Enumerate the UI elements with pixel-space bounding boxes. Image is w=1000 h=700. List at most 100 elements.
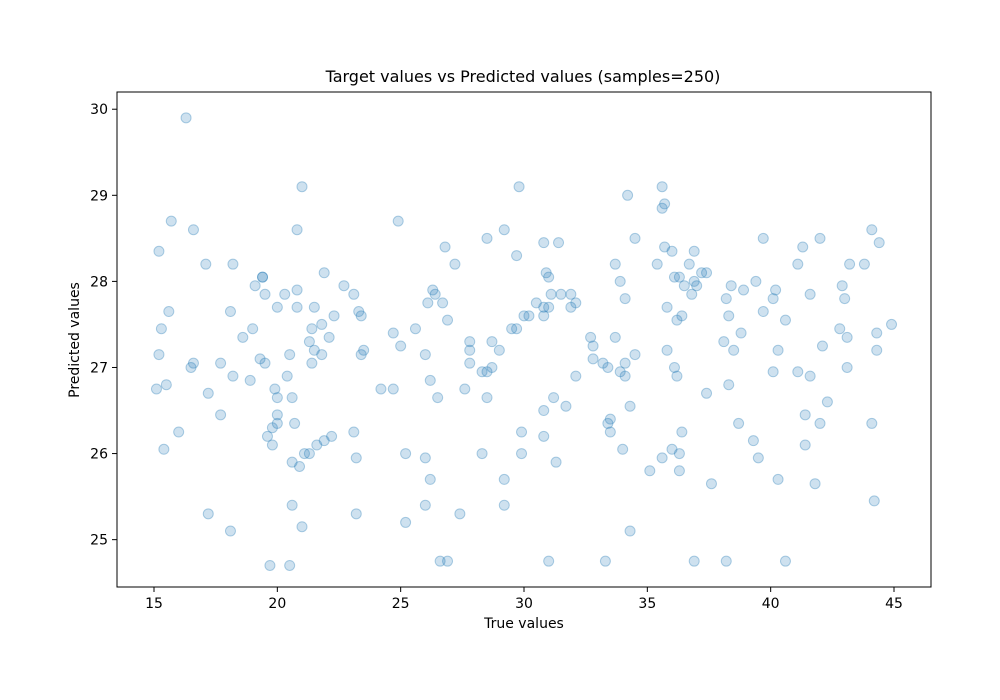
- data-point: [185, 361, 197, 373]
- data-point: [735, 327, 747, 339]
- data-point: [215, 357, 227, 369]
- data-point: [481, 232, 493, 244]
- y-axis: 25 26 27 28 29 30: [90, 102, 117, 549]
- data-point: [476, 448, 488, 460]
- data-point: [666, 443, 678, 455]
- y-axis-label: Predicted values: [67, 282, 83, 398]
- data-point: [779, 555, 791, 567]
- data-point: [757, 232, 769, 244]
- data-point: [540, 267, 552, 279]
- data-point: [271, 392, 283, 404]
- data-point: [266, 439, 278, 451]
- data-point: [163, 306, 175, 318]
- data-point: [296, 521, 308, 533]
- data-point: [422, 297, 434, 309]
- data-point: [294, 460, 306, 472]
- data-point: [792, 258, 804, 270]
- data-point: [289, 417, 301, 429]
- data-point: [804, 370, 816, 382]
- data-point: [387, 383, 399, 395]
- data-point: [432, 392, 444, 404]
- data-point: [688, 555, 700, 567]
- data-point: [545, 288, 557, 300]
- data-point: [259, 288, 271, 300]
- data-point: [392, 215, 404, 227]
- data-point: [271, 417, 283, 429]
- data-point: [316, 318, 328, 330]
- data-point: [318, 267, 330, 279]
- data-point: [259, 357, 271, 369]
- data-point: [858, 258, 870, 270]
- data-point: [279, 288, 291, 300]
- data-point: [602, 417, 614, 429]
- data-point: [816, 340, 828, 352]
- data-point: [565, 301, 577, 313]
- y-tick-label: 26: [90, 447, 108, 463]
- x-tick-label: 20: [268, 596, 286, 612]
- data-point: [224, 525, 236, 537]
- data-point: [604, 413, 616, 425]
- data-point: [249, 280, 261, 292]
- data-point: [587, 353, 599, 365]
- data-point: [350, 508, 362, 520]
- data-point: [671, 314, 683, 326]
- data-point: [516, 448, 528, 460]
- data-point: [609, 258, 621, 270]
- data-point: [323, 331, 335, 343]
- data-point: [395, 340, 407, 352]
- data-point: [247, 323, 259, 335]
- data-point: [306, 357, 318, 369]
- data-point: [767, 293, 779, 305]
- data-point: [723, 379, 735, 391]
- data-point: [673, 448, 685, 460]
- data-point: [683, 258, 695, 270]
- data-point: [400, 516, 412, 528]
- data-point: [629, 349, 641, 361]
- data-point: [738, 284, 750, 296]
- data-point: [308, 301, 320, 313]
- data-point: [419, 452, 431, 464]
- data-point: [200, 258, 212, 270]
- chart-title: Target values vs Predicted values (sampl…: [325, 67, 721, 86]
- data-point: [400, 448, 412, 460]
- data-point: [511, 250, 523, 262]
- data-point: [543, 555, 555, 567]
- data-point: [733, 417, 745, 429]
- data-point: [513, 181, 525, 193]
- x-tick-label: 40: [762, 596, 780, 612]
- data-point: [871, 327, 883, 339]
- data-point: [355, 310, 367, 322]
- data-point: [624, 400, 636, 412]
- data-point: [543, 271, 555, 283]
- data-point: [375, 383, 387, 395]
- data-point: [326, 430, 338, 442]
- data-point: [841, 361, 853, 373]
- data-point: [271, 301, 283, 313]
- data-point: [629, 232, 641, 244]
- data-point: [617, 443, 629, 455]
- data-point: [165, 215, 177, 227]
- data-point: [464, 357, 476, 369]
- data-point: [656, 202, 668, 214]
- data-point: [530, 297, 542, 309]
- data-point: [757, 306, 769, 318]
- data-point: [244, 374, 256, 386]
- data-point: [498, 224, 510, 236]
- y-tick-label: 27: [90, 360, 108, 376]
- data-point: [427, 284, 439, 296]
- data-point: [585, 331, 597, 343]
- data-point: [511, 323, 523, 335]
- data-point: [202, 508, 214, 520]
- data-point: [355, 349, 367, 361]
- data-point: [844, 258, 856, 270]
- data-point: [187, 224, 199, 236]
- data-point: [538, 405, 550, 417]
- data-point: [701, 387, 713, 399]
- x-axis: 15 20 25 30 35 40 45: [145, 587, 903, 612]
- data-point: [254, 353, 266, 365]
- data-point: [809, 478, 821, 490]
- data-point: [619, 370, 631, 382]
- data-point: [555, 288, 567, 300]
